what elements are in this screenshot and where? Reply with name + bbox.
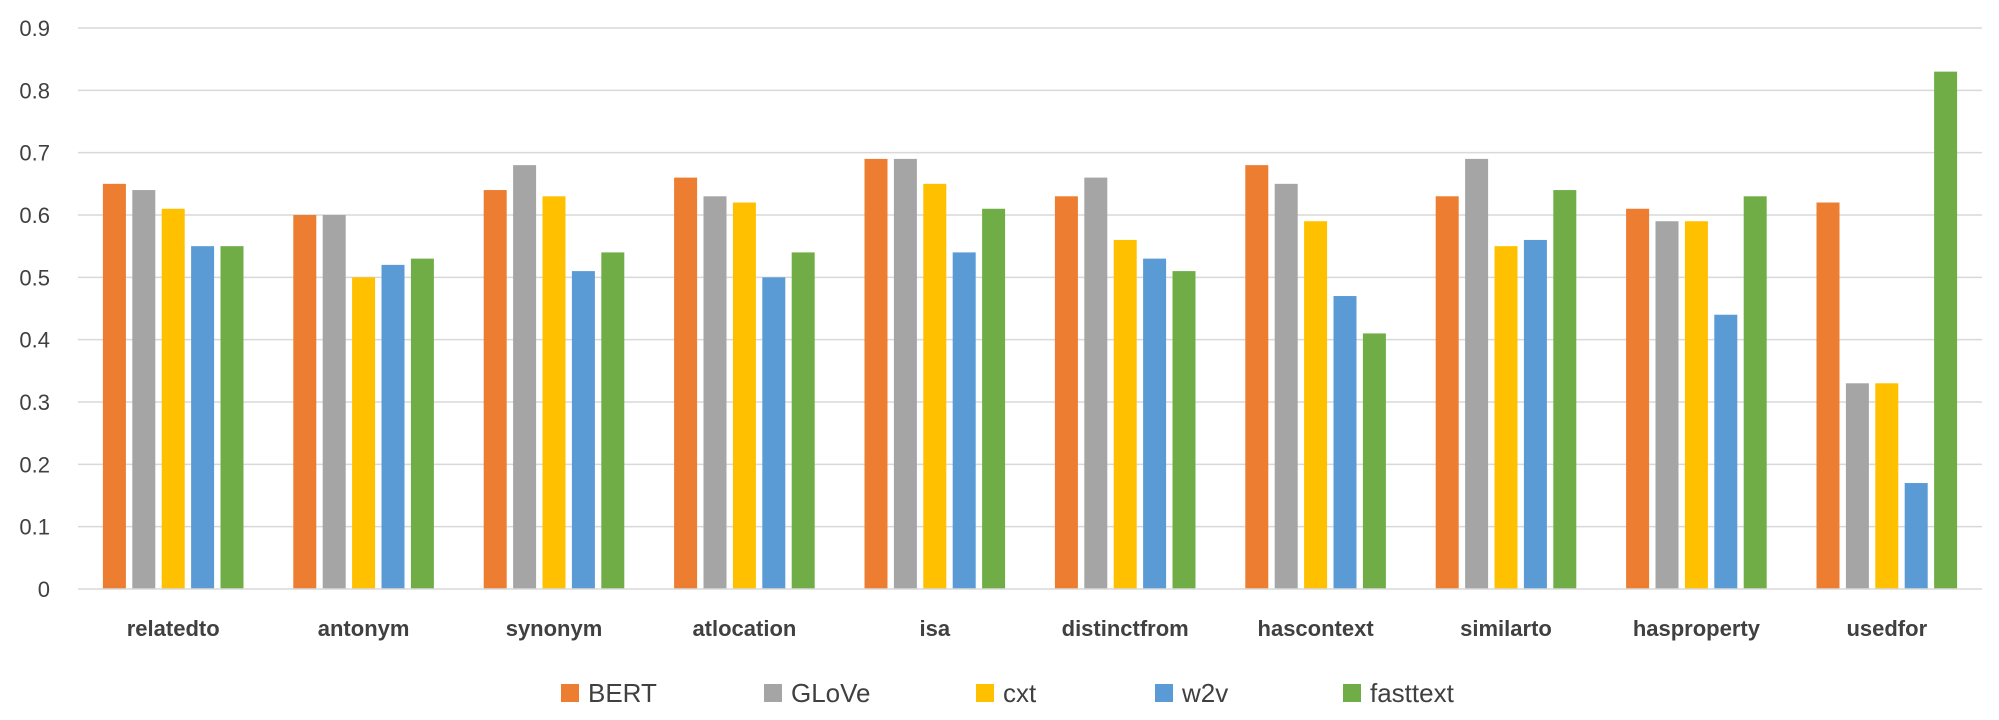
legend-label-w2v: w2v: [1181, 678, 1228, 708]
legend-label-glove: GLoVe: [791, 678, 871, 708]
y-tick-label: 0.1: [19, 515, 50, 540]
bar-w2v-isa: [952, 252, 976, 589]
x-tick-label: relatedto: [127, 616, 220, 641]
legend-swatch-bert: [561, 684, 579, 702]
bar-cxt-usedfor: [1875, 383, 1899, 589]
bar-glove-usedfor: [1845, 383, 1869, 589]
bar-bert-hasproperty: [1626, 208, 1650, 589]
legend-label-cxt: cxt: [1003, 678, 1037, 708]
bar-cxt-hascontext: [1304, 221, 1328, 589]
x-axis-ticks: relatedto antonym synonym atlocation isa dist…: [127, 616, 1928, 641]
legend-swatch-fasttext: [1343, 684, 1361, 702]
bar-bert-distinctfrom: [1054, 196, 1078, 590]
bar-fasttext-distinctfrom: [1172, 271, 1196, 589]
x-tick-label: distinctfrom: [1062, 616, 1189, 641]
bar-w2v-distinctfrom: [1143, 258, 1167, 589]
bar-bert-usedfor: [1816, 202, 1840, 590]
bar-cxt-atlocation: [732, 202, 756, 590]
bar-glove-relatedto: [132, 190, 156, 590]
bar-w2v-usedfor: [1904, 483, 1928, 589]
bar-w2v-antonym: [381, 264, 405, 589]
bar-w2v-hasproperty: [1714, 314, 1738, 589]
bar-fasttext-hasproperty: [1743, 196, 1767, 590]
bar-cxt-hasproperty: [1684, 221, 1708, 589]
bar-glove-atlocation: [703, 196, 727, 590]
y-tick-label: 0.9: [19, 16, 50, 41]
bar-bert-antonym: [293, 215, 317, 589]
bar-bert-isa: [864, 158, 888, 589]
bar-bert-atlocation: [674, 177, 698, 589]
bar-fasttext-relatedto: [220, 246, 244, 589]
x-tick-label: similarto: [1460, 616, 1552, 641]
y-tick-label: 0.5: [19, 265, 50, 290]
y-tick-label: 0.3: [19, 390, 50, 415]
bar-w2v-similarto: [1523, 239, 1547, 589]
bar-glove-antonym: [322, 215, 346, 589]
y-tick-label: 0.2: [19, 452, 50, 477]
bar-fasttext-isa: [982, 208, 1006, 589]
legend-label-bert: BERT: [588, 678, 657, 708]
y-tick-label: 0.8: [19, 78, 50, 103]
bar-w2v-atlocation: [762, 277, 786, 589]
x-tick-label: usedfor: [1846, 616, 1927, 641]
bar-w2v-synonym: [571, 271, 595, 589]
legend-swatch-glove: [764, 684, 782, 702]
bar-cxt-isa: [923, 183, 947, 590]
x-tick-label: isa: [920, 616, 951, 641]
bar-glove-distinctfrom: [1084, 177, 1108, 589]
bar-cxt-antonym: [352, 277, 376, 589]
y-axis-ticks: 0 0.1 0.2 0.3 0.4 0.5 0.6 0.7 0.8 0.9: [19, 16, 50, 602]
bar-cxt-synonym: [542, 196, 566, 590]
y-tick-label: 0.7: [19, 141, 50, 166]
bar-w2v-hascontext: [1333, 296, 1357, 589]
bar-bert-relatedto: [102, 183, 126, 590]
bar-fasttext-synonym: [601, 252, 625, 589]
x-tick-label: antonym: [318, 616, 410, 641]
bar-fasttext-hascontext: [1362, 333, 1386, 589]
bar-cxt-relatedto: [161, 208, 185, 589]
bar-bert-synonym: [483, 190, 507, 590]
bars: [102, 71, 1958, 590]
x-tick-label: atlocation: [692, 616, 796, 641]
bar-bert-similarto: [1435, 196, 1459, 590]
bar-glove-similarto: [1465, 158, 1489, 589]
bar-glove-hascontext: [1274, 183, 1298, 590]
legend-swatch-w2v: [1155, 684, 1173, 702]
legend-label-fasttext: fasttext: [1370, 678, 1455, 708]
bar-bert-hascontext: [1245, 165, 1269, 589]
bar-glove-hasproperty: [1655, 221, 1679, 589]
bar-glove-isa: [893, 158, 917, 589]
x-tick-label: hascontext: [1258, 616, 1375, 641]
x-tick-label: synonym: [506, 616, 603, 641]
legend-swatch-cxt: [976, 684, 994, 702]
legend: BERT GLoVe cxt w2v fasttext: [561, 678, 1455, 708]
bar-fasttext-similarto: [1553, 190, 1577, 590]
y-tick-label: 0.6: [19, 203, 50, 228]
x-tick-label: hasproperty: [1633, 616, 1761, 641]
y-tick-label: 0.4: [19, 328, 50, 353]
bar-fasttext-usedfor: [1934, 71, 1958, 590]
bar-fasttext-antonym: [410, 258, 434, 589]
bar-cxt-similarto: [1494, 246, 1518, 589]
y-tick-label: 0: [38, 577, 50, 602]
bar-cxt-distinctfrom: [1113, 239, 1137, 589]
bar-fasttext-atlocation: [791, 252, 815, 589]
bar-glove-synonym: [513, 165, 537, 589]
bar-w2v-relatedto: [191, 246, 215, 589]
